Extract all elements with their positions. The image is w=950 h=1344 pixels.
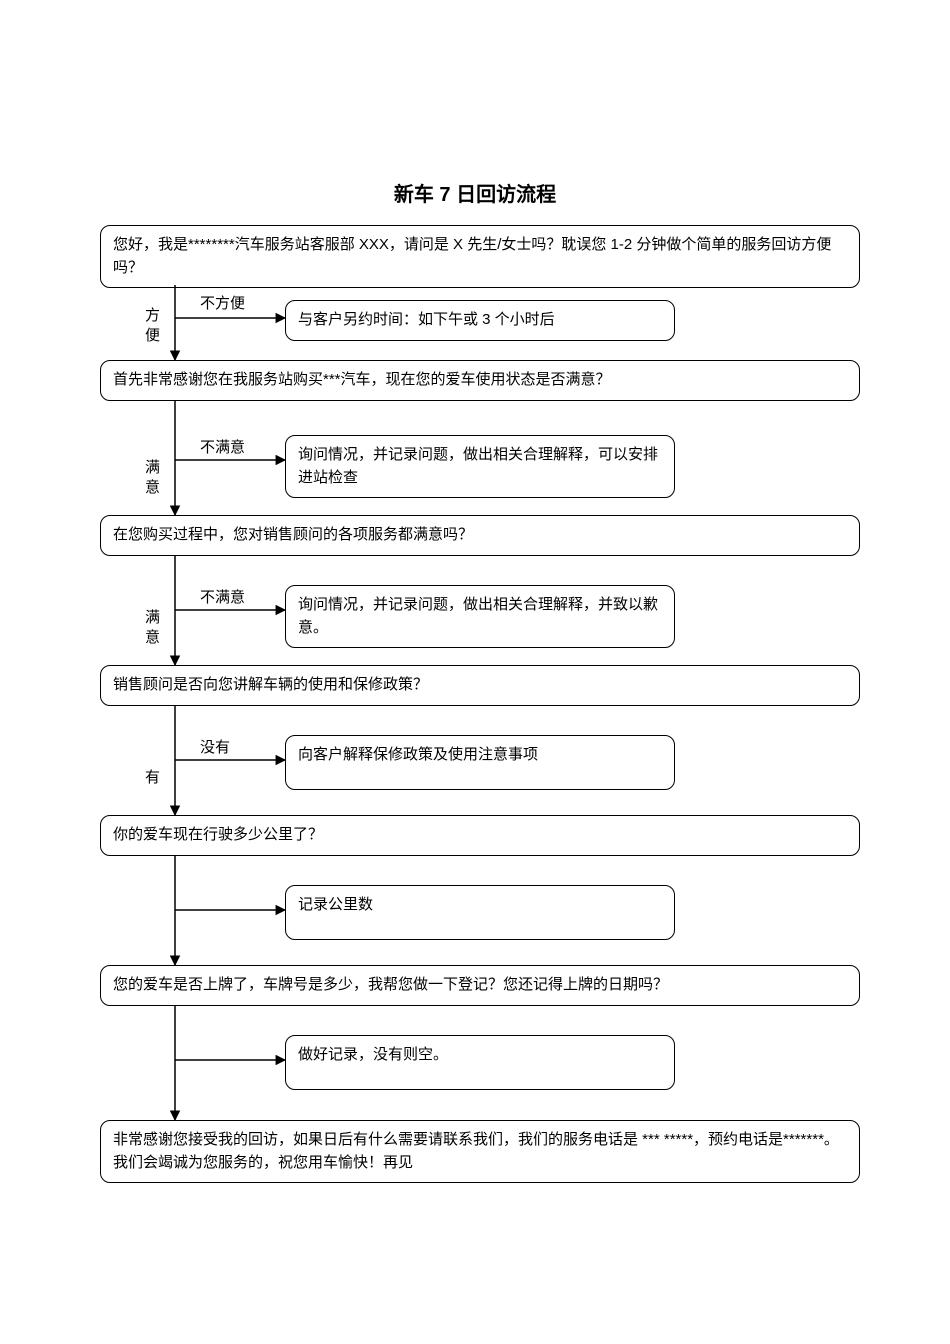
- edge-label-no: 不方便: [200, 294, 245, 314]
- flow-branch: 与客户另约时间：如下午或 3 个小时后: [285, 300, 675, 341]
- edge-label-yes: 有: [145, 768, 160, 788]
- flow-branch: 询问情况，并记录问题，做出相关合理解释，可以安排进站检查: [285, 435, 675, 498]
- edge-label-yes: 满 意: [145, 608, 160, 647]
- flow-step: 您的爱车是否上牌了，车牌号是多少，我帮您做一下登记？您还记得上牌的日期吗？: [100, 965, 860, 1006]
- flow-step: 你的爱车现在行驶多少公里了？: [100, 815, 860, 856]
- flow-branch: 做好记录，没有则空。: [285, 1035, 675, 1090]
- flow-branch: 询问情况，并记录问题，做出相关合理解释，并致以歉意。: [285, 585, 675, 648]
- edge-label-no: 没有: [200, 738, 230, 758]
- flow-branch: 向客户解释保修政策及使用注意事项: [285, 735, 675, 790]
- edge-label-yes: 满 意: [145, 458, 160, 497]
- flow-step: 在您购买过程中，您对销售顾问的各项服务都满意吗？: [100, 515, 860, 556]
- flow-step: 首先非常感谢您在我服务站购买***汽车，现在您的爱车使用状态是否满意？: [100, 360, 860, 401]
- flow-step: 非常感谢您接受我的回访，如果日后有什么需要请联系我们，我们的服务电话是 *** …: [100, 1120, 860, 1183]
- flow-step: 您好，我是********汽车服务站客服部 XXX，请问是 X 先生/女士吗？耽…: [100, 225, 860, 288]
- edge-label-no: 不满意: [200, 588, 245, 608]
- flow-step: 销售顾问是否向您讲解车辆的使用和保修政策？: [100, 665, 860, 706]
- edge-label-no: 不满意: [200, 438, 245, 458]
- page-title: 新车 7 日回访流程: [0, 178, 950, 207]
- edge-label-yes: 方 便: [145, 306, 160, 345]
- flow-branch: 记录公里数: [285, 885, 675, 940]
